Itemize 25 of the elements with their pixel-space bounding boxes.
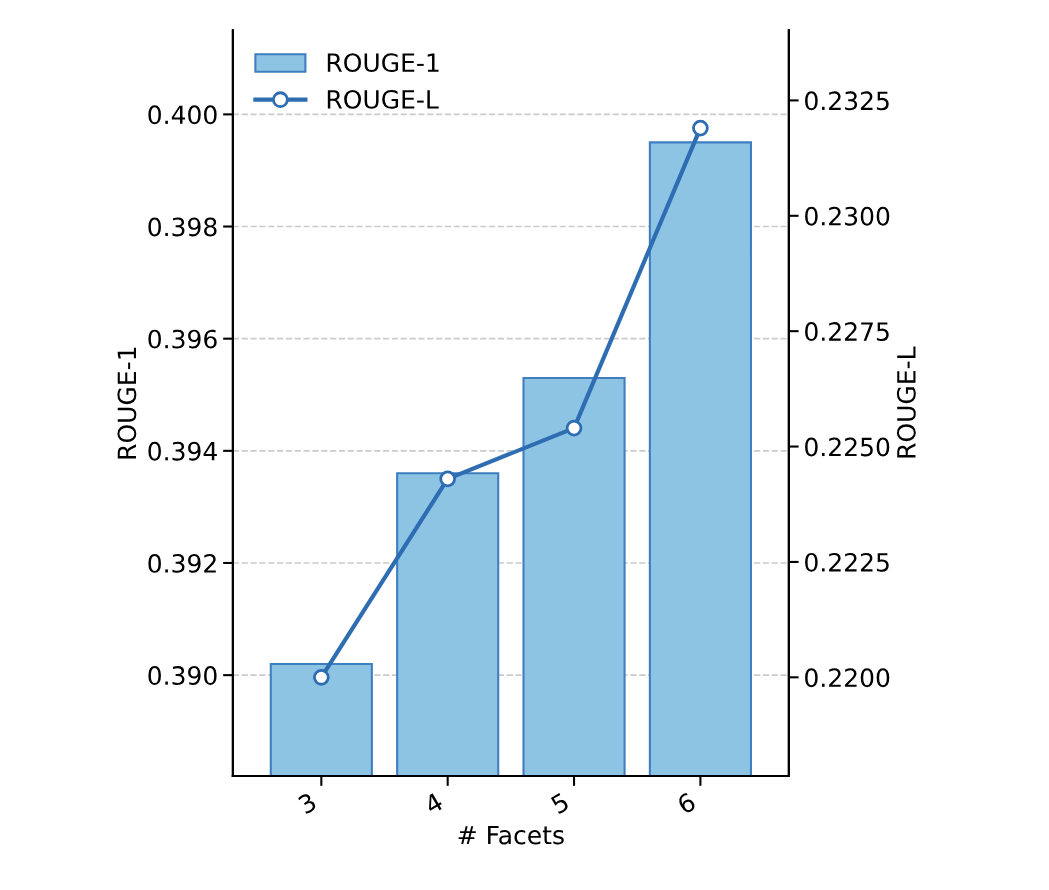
legend-label: ROUGE-L: [327, 89, 439, 109]
y2-tick-label: 0.2300: [805, 206, 890, 226]
x-tick-label: 4: [423, 792, 444, 815]
point: [439, 470, 457, 488]
x-tick-label: 6: [676, 791, 697, 815]
y2-tick-label: 0.2225: [805, 552, 889, 572]
y-tick-label: 0.394: [148, 441, 217, 461]
y-tick-label: 0.400: [148, 105, 217, 125]
legend-label: ROUGE-1: [327, 53, 439, 73]
x-axis-title: # Facets: [458, 825, 564, 845]
point: [692, 119, 709, 137]
y2-tick-label: 0.2250: [805, 437, 890, 457]
y-tick-label: 0.390: [148, 666, 217, 685]
y-tick-label: 0.392: [148, 553, 216, 573]
y2-tick-label: 0.2200: [805, 668, 890, 688]
x-tick-label: 5: [550, 792, 570, 815]
y2-axis-title: ROUGE-L: [896, 346, 916, 458]
point: [565, 419, 583, 437]
y2-tick-label: 0.2275: [805, 322, 889, 342]
y-tick-label: 0.398: [148, 217, 217, 237]
x-tick-label: 3: [297, 792, 318, 815]
y2-tick-label: 0.2325: [805, 91, 889, 111]
y-tick-label: 0.396: [148, 329, 217, 349]
point: [312, 668, 330, 686]
y-axis-title: ROUGE-1: [117, 347, 137, 459]
